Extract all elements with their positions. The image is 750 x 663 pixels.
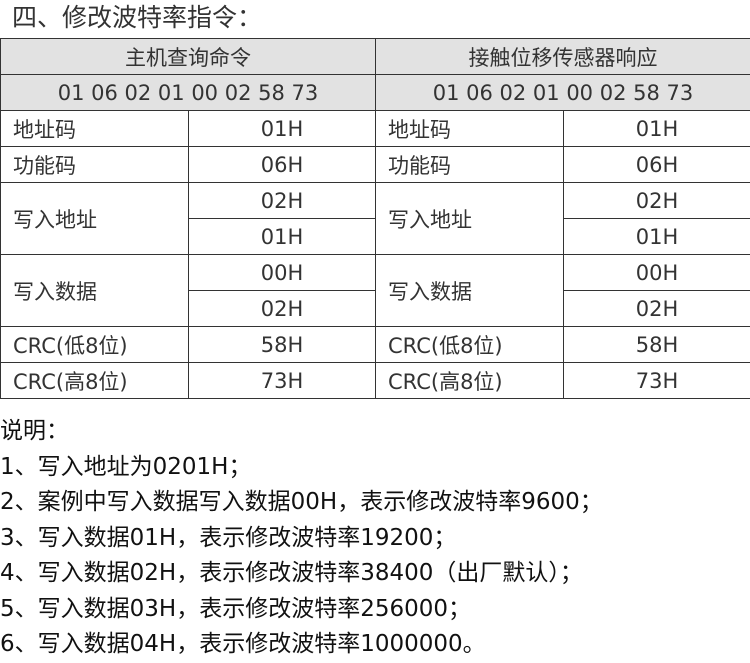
row-value: 01H xyxy=(564,111,750,147)
note-item: 4、写入数据02H，表示修改波特率38400（出厂默认）； xyxy=(0,556,603,592)
row-value: 58H xyxy=(189,327,376,363)
row-value: 01H xyxy=(564,219,750,255)
row-label: 地址码 xyxy=(1,111,189,147)
row-value: 01H xyxy=(189,219,376,255)
row-value: 06H xyxy=(564,147,750,183)
table-row: CRC(低8位) 58H CRC(低8位) 58H xyxy=(1,327,750,363)
row-label: 地址码 xyxy=(376,111,564,147)
row-value: 06H xyxy=(189,147,376,183)
row-label: 写入地址 xyxy=(1,183,189,255)
row-value: 02H xyxy=(564,183,750,219)
row-label: CRC(低8位) xyxy=(376,327,564,363)
notes: 说明： 1、写入地址为0201H； 2、案例中写入数据写入数据00H，表示修改波… xyxy=(0,414,603,663)
row-value: 00H xyxy=(564,255,750,291)
row-label: CRC(低8位) xyxy=(1,327,189,363)
row-value: 02H xyxy=(189,183,376,219)
table-row: 写入地址 02H 写入地址 02H xyxy=(1,183,750,219)
section-title: 四、修改波特率指令： xyxy=(12,0,262,36)
row-label: 写入数据 xyxy=(1,255,189,327)
header-sensor-response: 接触位移传感器响应 xyxy=(376,39,750,75)
note-item: 3、写入数据01H，表示修改波特率19200； xyxy=(0,521,603,557)
table-row: 功能码 06H 功能码 06H xyxy=(1,147,750,183)
command-table: 主机查询命令 接触位移传感器响应 01 06 02 01 00 02 58 73… xyxy=(0,38,750,399)
host-hex: 01 06 02 01 00 02 58 73 xyxy=(1,75,376,111)
note-item: 2、案例中写入数据写入数据00H，表示修改波特率9600； xyxy=(0,485,603,521)
note-item: 5、写入数据03H，表示修改波特率256000； xyxy=(0,592,603,628)
row-value: 73H xyxy=(564,363,750,399)
row-label: 功能码 xyxy=(376,147,564,183)
row-value: 01H xyxy=(189,111,376,147)
row-label: 写入数据 xyxy=(376,255,564,327)
row-label: 功能码 xyxy=(1,147,189,183)
header-host-query: 主机查询命令 xyxy=(1,39,376,75)
row-label: CRC(高8位) xyxy=(1,363,189,399)
row-value: 58H xyxy=(564,327,750,363)
notes-heading: 说明： xyxy=(0,414,603,450)
row-label: CRC(高8位) xyxy=(376,363,564,399)
row-value: 02H xyxy=(189,291,376,327)
table-row: 写入数据 00H 写入数据 00H xyxy=(1,255,750,291)
hex-row: 01 06 02 01 00 02 58 73 01 06 02 01 00 0… xyxy=(1,75,750,111)
row-label: 写入地址 xyxy=(376,183,564,255)
row-value: 02H xyxy=(564,291,750,327)
table-row: CRC(高8位) 73H CRC(高8位) 73H xyxy=(1,363,750,399)
table-row: 地址码 01H 地址码 01H xyxy=(1,111,750,147)
row-value: 00H xyxy=(189,255,376,291)
response-hex: 01 06 02 01 00 02 58 73 xyxy=(376,75,750,111)
row-value: 73H xyxy=(189,363,376,399)
table-header-row: 主机查询命令 接触位移传感器响应 xyxy=(1,39,750,75)
note-item: 6、写入数据04H，表示修改波特率1000000。 xyxy=(0,627,603,663)
note-item: 1、写入地址为0201H； xyxy=(0,450,603,486)
